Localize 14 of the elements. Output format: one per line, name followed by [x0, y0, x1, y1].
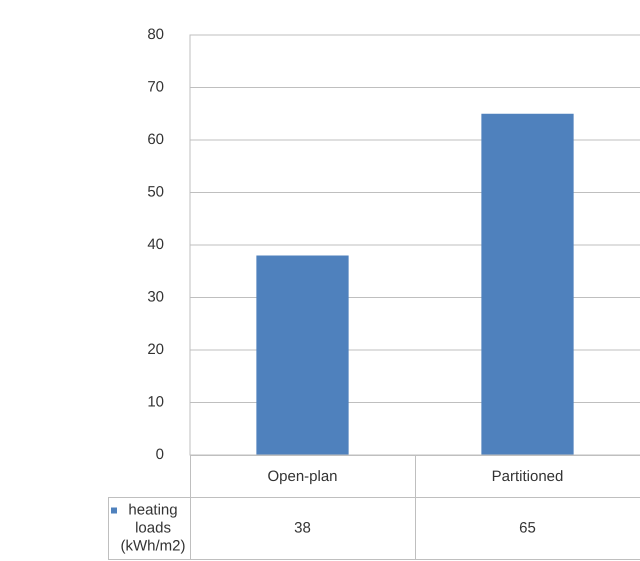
y-tick-label: 30 — [147, 288, 164, 306]
y-tick-label: 70 — [147, 78, 164, 96]
y-tick-label: 80 — [147, 26, 164, 44]
y-tick-label: 0 — [156, 446, 164, 464]
x-tick-label: Partitioned — [492, 468, 564, 486]
y-tick-label: 10 — [147, 394, 164, 411]
data-label: 38 — [294, 520, 311, 537]
y-tick-label: 20 — [147, 341, 164, 358]
legend-label: heating loads (kWh/m2) — [120, 502, 186, 555]
y-tick-label: 50 — [147, 184, 164, 201]
y-tick-label: 60 — [147, 131, 164, 148]
y-tick-label: 40 — [147, 236, 164, 254]
x-tick-label: Open-plan — [267, 468, 338, 486]
data-label: 65 — [519, 520, 536, 537]
